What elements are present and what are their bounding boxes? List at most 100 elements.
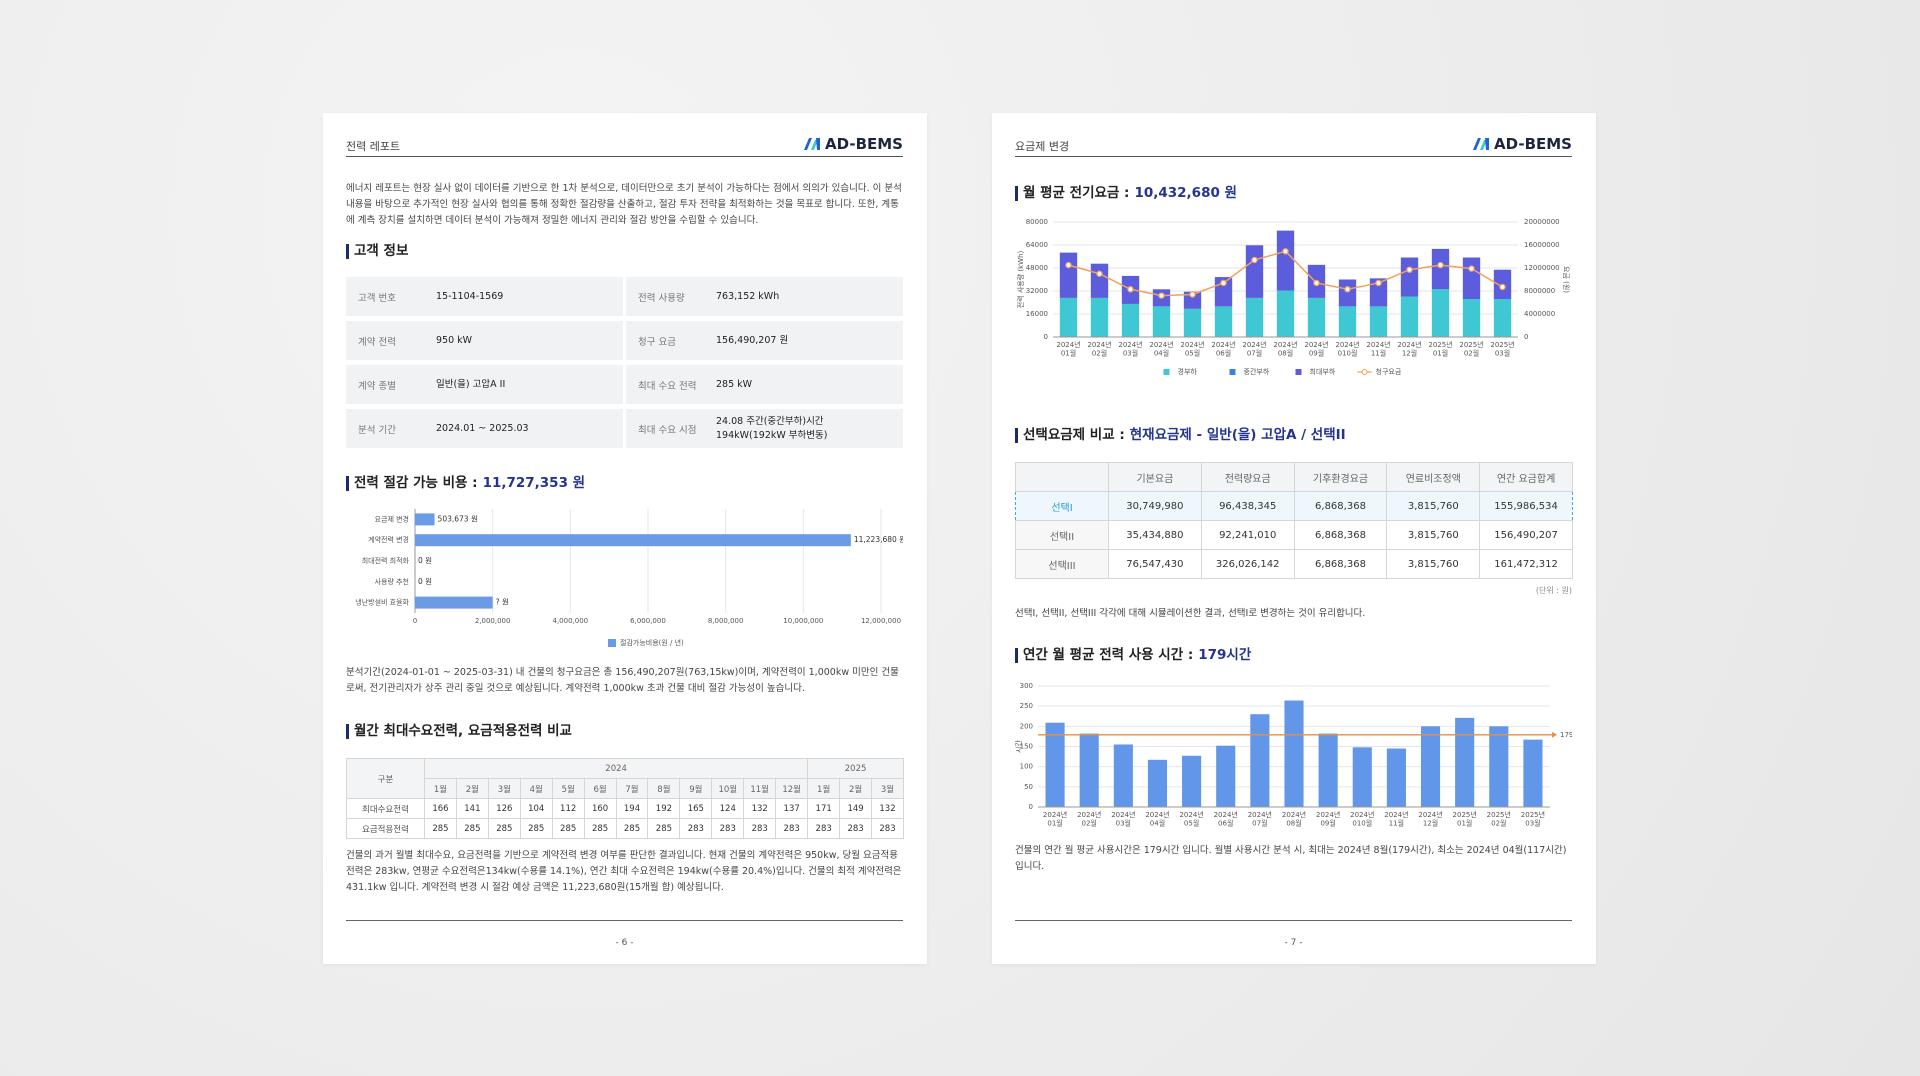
x-tick-label: 2024년 12월 (1418, 810, 1442, 828)
logo: AD-BEMS (803, 135, 903, 153)
month-cell: 2월 (455, 778, 489, 799)
info-value: 285 kW (716, 378, 753, 390)
row-label: 선택I (1015, 491, 1109, 521)
info-value: 24.08 주간(중간부하)시간 194kW(192kW 부하변동) (716, 415, 828, 441)
data-cell: 285 (519, 818, 553, 839)
bar (1090, 297, 1109, 337)
y-tick-label: 48000 (1026, 264, 1048, 272)
bar (1183, 291, 1202, 309)
heading-value: 현재요금제 - 일반(을) 고압A / 선택II (1129, 427, 1346, 443)
legend-swatch (608, 639, 616, 647)
line-point (1437, 261, 1444, 269)
legend-label: 청구요금 (1376, 368, 1402, 376)
bar (1079, 733, 1099, 807)
data-cell: 6,868,368 (1293, 549, 1388, 579)
x-tick-label: 2024년 06월 (1211, 340, 1235, 358)
info-label: 고객 번호 (358, 292, 396, 304)
bar (1489, 726, 1509, 807)
y-tick-label: 사용량 추천 (375, 577, 409, 586)
month-cell: 9월 (679, 778, 713, 799)
info-value: 2024.01 ~ 2025.03 (436, 422, 529, 434)
x-tick-label: 2024년 01월 (1056, 340, 1080, 358)
bar (1352, 747, 1372, 807)
x-tick-label: 2024년 11월 (1384, 810, 1408, 828)
x-tick-label: 2025년 01월 (1453, 810, 1477, 828)
y-tick-label: 최대전력 최적화 (362, 556, 410, 565)
customer-info: 고객 번호 15-1104-1569 전력 사용량 763,152 kWh 계약 전력 9… (346, 277, 903, 453)
x-tick-label: 2024년 010월 (1335, 340, 1359, 358)
month-cell: 6월 (583, 778, 617, 799)
heading-text: 선택요금제 비교 : (1023, 427, 1125, 443)
page-number: - 7 - (1284, 938, 1303, 948)
data-cell: 285 (615, 818, 649, 839)
x-tick-label: 2024년 010월 (1350, 810, 1374, 828)
bar (1431, 248, 1450, 290)
y-axis-title: 시간 (1015, 740, 1023, 753)
bar (1182, 755, 1202, 807)
y2-tick-label: 0 (1524, 333, 1528, 341)
data-cell: 155,986,534 (1479, 491, 1573, 521)
x-tick-label: 0 (413, 617, 417, 625)
data-cell: 6,868,368 (1293, 491, 1388, 521)
section-heading: 월 평균 전기요금 :10,432,680 원 (1015, 186, 1580, 201)
info-label: 전력 사용량 (638, 292, 685, 304)
line-point (1158, 292, 1165, 299)
value-label: 503,673 원 (438, 514, 478, 523)
line-point (1189, 291, 1196, 298)
x-tick-label: 2025년 03월 (1490, 340, 1514, 358)
bar (1113, 744, 1133, 807)
month-cell: 5월 (551, 778, 585, 799)
x-tick-label: 2024년 02월 (1087, 340, 1111, 358)
data-cell: 149 (839, 798, 873, 819)
bar (1338, 306, 1357, 337)
y2-tick-label: 20000000 (1524, 218, 1560, 226)
data-cell: 126 (487, 798, 521, 819)
info-row: 고객 번호 15-1104-1569 전력 사용량 763,152 kWh (346, 277, 903, 316)
unit-note: (단위 : 원) (1535, 586, 1572, 595)
bar (1121, 303, 1140, 337)
report-page: 전력 레포트 AD-BEMS 에너지 레포트는 현장 실사 없이 데이터를 기반… (323, 113, 927, 964)
heading-value: 11,727,353 원 (482, 475, 586, 491)
savings-note: 분석기간(2024-01-01 ~ 2025-03-31) 내 건물의 청구요금… (346, 667, 899, 694)
x-tick-label: 2,000,000 (475, 617, 511, 625)
bar (1369, 278, 1388, 307)
bar (1400, 257, 1419, 297)
demand-note: 건물의 과거 월별 최대수요, 요금전력을 기반으로 계약전력 변경 여부를 판… (346, 850, 902, 893)
heading-value: 10,432,680 원 (1134, 185, 1237, 201)
page-number: - 6 - (615, 938, 634, 948)
data-cell: 283 (871, 818, 904, 839)
logo: AD-BEMS (1472, 135, 1572, 153)
x-tick-label: 2024년 05월 (1179, 810, 1203, 828)
y-tick-label: 32000 (1026, 287, 1048, 295)
bar (1152, 306, 1171, 337)
y2-tick-label: 16000000 (1524, 241, 1560, 249)
x-tick-label: 10,000,000 (783, 617, 823, 625)
line-point (1468, 265, 1475, 272)
bar (1183, 308, 1202, 337)
bar (1245, 245, 1264, 298)
bar (1059, 297, 1078, 337)
bar (1090, 263, 1109, 298)
data-row: 최대수요전력 166 141 126 104 112 160 194 192 165 124 132 1… (346, 798, 904, 819)
data-cell: 192 (647, 798, 681, 819)
plan-note: 선택I, 선택II, 선택III 각각에 대해 시뮬레이션한 결과, 선택I로 … (1015, 608, 1366, 619)
x-tick-label: 2024년 02월 (1077, 810, 1101, 828)
section-title: 전력 레포트 (346, 140, 401, 153)
info-label: 최대 수요 시점 (638, 424, 697, 436)
bar (1420, 726, 1441, 807)
report-page: 요금제 변경 AD-BEMS 월 평균 전기요금 :10,432,680 원 0… (992, 113, 1596, 964)
bar (1462, 257, 1481, 300)
info-value: 일반(을) 고압A II (436, 378, 506, 390)
x-tick-label: 2024년 03월 (1118, 340, 1142, 358)
bar (1216, 745, 1236, 807)
data-cell: 285 (647, 818, 681, 839)
data-cell: 3,815,760 (1386, 520, 1481, 550)
data-cell: 194 (615, 798, 649, 819)
section-title: 요금제 변경 (1015, 140, 1070, 153)
x-tick-label: 2024년 06월 (1214, 810, 1238, 828)
bar (1400, 296, 1419, 337)
data-row: 요금적용전력 285 285 285 285 285 285 285 285 283 283 283 2… (346, 818, 904, 839)
hours-note: 건물의 연간 월 평균 사용시간은 179시간 입니다. 월별 사용시간 분석 … (1015, 845, 1567, 872)
bar (1214, 306, 1233, 337)
data-cell: 285 (551, 818, 585, 839)
